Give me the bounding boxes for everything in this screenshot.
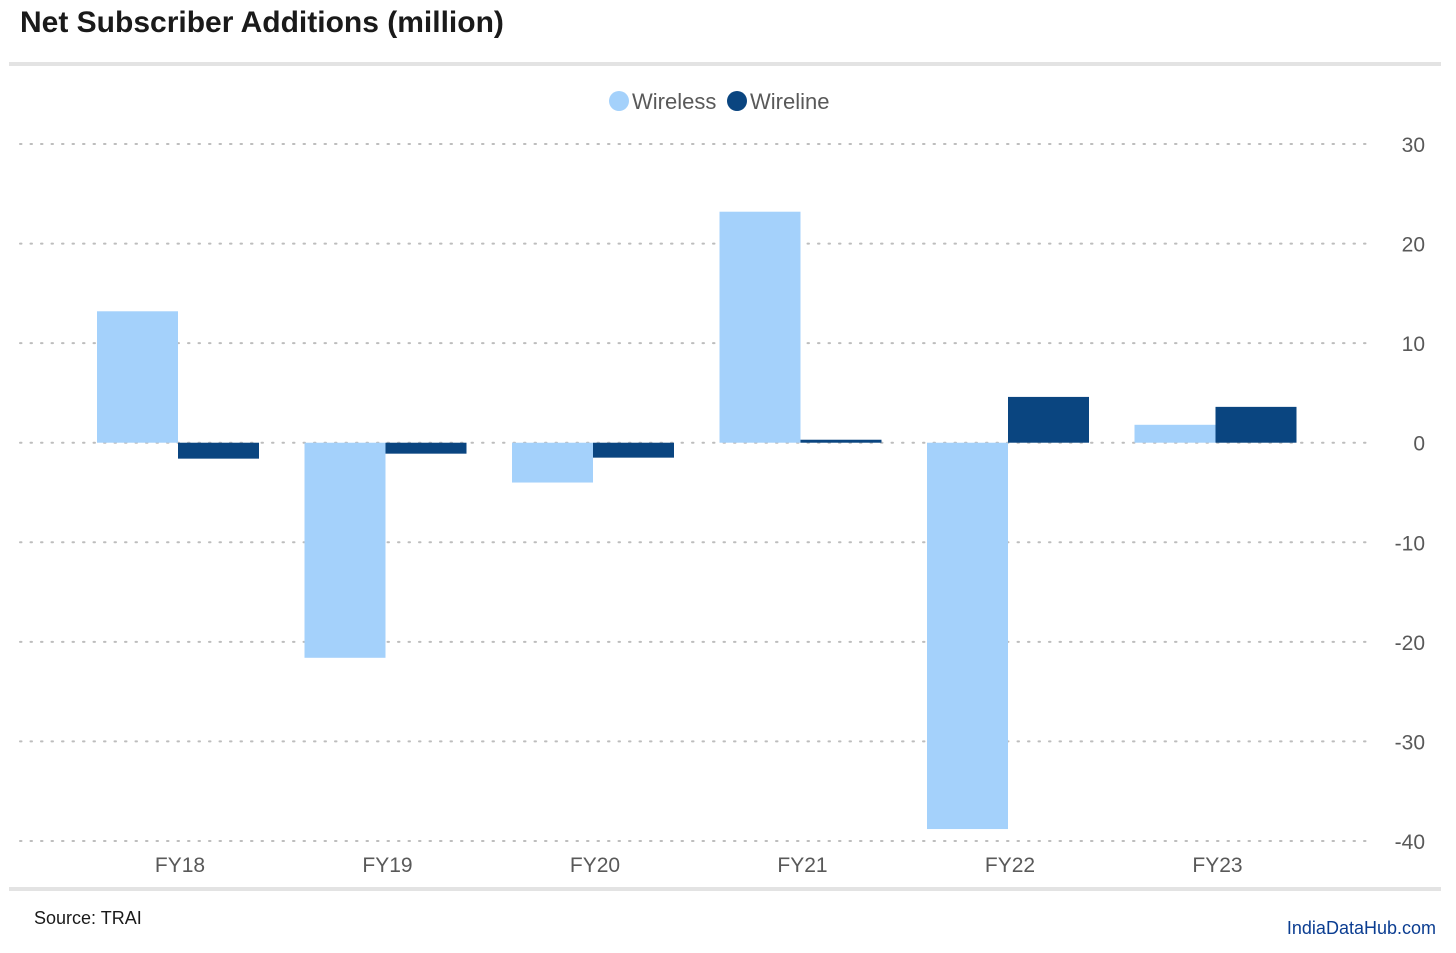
x-tick-label: FY23	[1192, 854, 1242, 877]
x-tick-label: FY18	[155, 854, 205, 877]
bottom-divider	[9, 887, 1441, 891]
legend-label-wireline: Wireline	[750, 89, 829, 114]
bar-wireless-fy18	[97, 311, 178, 443]
x-tick-label: FY21	[777, 854, 827, 877]
bar-wireline-fy20	[593, 442, 674, 458]
y-tick-label: -30	[1395, 731, 1425, 754]
top-divider	[9, 62, 1441, 66]
y-tick-label: -40	[1395, 831, 1425, 854]
y-tick-label: -20	[1395, 632, 1425, 655]
legend-swatch-wireless	[609, 91, 629, 111]
y-tick-label: 30	[1402, 134, 1425, 157]
bar-wireless-fy19	[304, 442, 386, 658]
bar-wireless-fy23	[1134, 424, 1216, 443]
y-tick-label: 20	[1402, 234, 1425, 257]
y-tick-label: 10	[1402, 333, 1425, 356]
x-tick-label: FY20	[570, 854, 620, 877]
bar-wireline-fy19	[385, 442, 467, 454]
x-tick-label: FY22	[985, 854, 1035, 877]
bar-wireless-fy20	[512, 442, 593, 483]
page-title: Net Subscriber Additions (million)	[20, 6, 504, 39]
bar-wireless-fy22	[927, 442, 1008, 830]
bar-wireline-fy21	[800, 439, 882, 443]
y-tick-label: 0	[1413, 433, 1425, 456]
bar-wireline-fy23	[1215, 406, 1297, 443]
source-note: Source: TRAI	[34, 908, 142, 928]
legend-label-wireless: Wireless	[632, 89, 716, 114]
legend-swatch-wireline	[727, 91, 747, 111]
bar-wireless-fy21	[719, 211, 801, 443]
bar-wireline-fy22	[1008, 396, 1089, 443]
y-tick-label: -10	[1395, 532, 1425, 555]
brand-link[interactable]: IndiaDataHub.com	[1286, 918, 1436, 938]
x-tick-label: FY19	[362, 854, 412, 877]
bar-wireline-fy18	[178, 442, 259, 459]
